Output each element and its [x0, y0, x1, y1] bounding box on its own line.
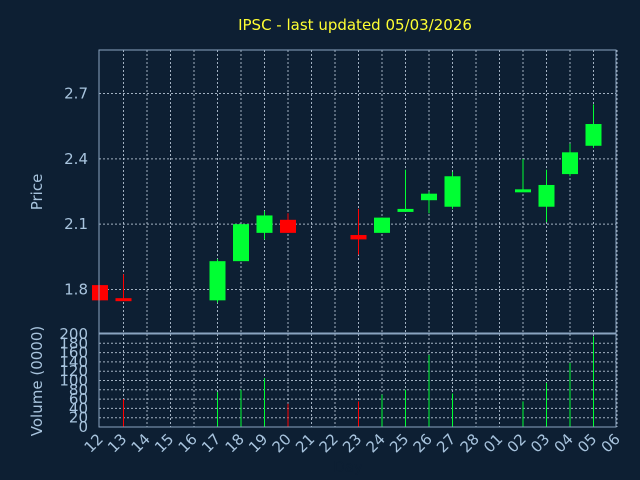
candle-body — [115, 298, 132, 302]
x-tick-label: 26 — [410, 430, 436, 456]
candle-body — [562, 152, 578, 175]
volume-tick-label: 40 — [69, 399, 88, 417]
candle-body — [585, 124, 602, 146]
x-tick-label: 13 — [104, 430, 130, 456]
x-ticks: 1213141516171819202122232425262728010203… — [81, 430, 624, 456]
x-tick-label: 15 — [151, 430, 177, 456]
x-tick-label: 05 — [574, 430, 600, 456]
price-panel-frame — [98, 49, 617, 334]
x-tick-label: 25 — [386, 430, 412, 456]
candle-body — [538, 184, 555, 207]
x-tick-label: 14 — [128, 430, 154, 456]
vertical-grid — [123, 50, 618, 427]
volume-tick-label: 120 — [59, 362, 88, 380]
x-tick-label: 17 — [198, 430, 224, 456]
volume-tick-label: 160 — [59, 344, 88, 362]
volume-tick-label: 60 — [69, 390, 88, 408]
volume-tick-label: 180 — [59, 334, 88, 352]
volume-grid — [99, 342, 616, 419]
price-grid — [99, 93, 616, 290]
volume-panel-frame — [98, 333, 617, 428]
x-tick-label: 02 — [504, 430, 530, 456]
volume-axis-label: Volume (0000) — [28, 326, 46, 436]
candle-body — [397, 208, 414, 212]
candle-body — [444, 176, 461, 207]
x-tick-label: 06 — [598, 430, 624, 456]
price-y-ticks: 1.8 2.1 2.4 2.7 — [64, 85, 88, 299]
volume-tick-label: 20 — [69, 409, 88, 427]
candle-body — [209, 261, 226, 301]
x-tick-label: 01 — [480, 430, 506, 456]
x-axis-label: Day — [333, 458, 363, 476]
price-tick-label: 2.1 — [64, 215, 88, 233]
x-tick-label: 28 — [457, 430, 483, 456]
price-tick-label: 2.7 — [64, 85, 88, 103]
candle-body — [374, 217, 390, 233]
candle-body — [233, 224, 249, 262]
price-tick-label: 2.4 — [64, 150, 88, 168]
candle-body — [350, 235, 367, 240]
candles — [92, 104, 602, 303]
chart-title: IPSC - last updated 05/03/2026 — [238, 16, 472, 34]
x-tick-label: 04 — [551, 430, 577, 456]
volume-tick-label: 200 — [59, 325, 88, 343]
volume-bars — [123, 336, 594, 427]
x-tick-label: 18 — [222, 430, 248, 456]
volume-tick-label: 140 — [59, 353, 88, 371]
price-tick-label: 1.8 — [64, 280, 88, 298]
candle-body — [421, 193, 437, 201]
volume-tick-label: 80 — [69, 381, 88, 399]
x-tick-label: 03 — [527, 430, 553, 456]
x-tick-label: 20 — [269, 430, 295, 456]
price-axis-label: Price — [28, 174, 46, 211]
x-tick-label: 22 — [316, 430, 342, 456]
candle-body — [256, 215, 273, 233]
candle-body — [92, 285, 108, 301]
volume-tick-label: 100 — [59, 372, 88, 390]
x-tick-label: 21 — [292, 430, 318, 456]
candle-body — [280, 219, 296, 233]
x-tick-label: 23 — [339, 430, 365, 456]
x-tick-label: 19 — [245, 430, 271, 456]
candle-body — [515, 189, 531, 193]
x-tick-label: 27 — [433, 430, 459, 456]
x-tick-label: 24 — [363, 430, 389, 456]
x-tick-label: 16 — [175, 430, 201, 456]
volume-tick-label: 0 — [78, 418, 88, 436]
